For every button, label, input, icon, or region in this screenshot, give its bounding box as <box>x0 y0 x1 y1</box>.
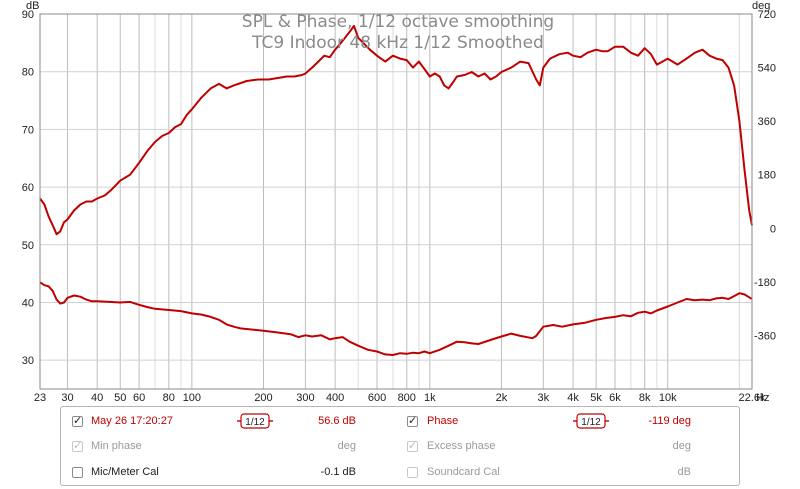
y-left-tick-label: 50 <box>22 240 34 252</box>
x-tick-label: 40 <box>91 392 103 404</box>
y-left-tick-label: 40 <box>22 297 34 309</box>
soundcard-cal-checkbox[interactable] <box>407 467 418 478</box>
min-phase-value: deg <box>337 440 356 452</box>
phase-checkbox[interactable]: ✓ <box>407 415 418 427</box>
y-right-tick-label: 180 <box>758 170 776 182</box>
x-tick-label: 80 <box>163 392 175 404</box>
x-tick-labels: 23 30 40 50 60 80 100 200 300 400 600 800 1k 2k 3k 4k 5k… <box>34 392 766 404</box>
x-tick-label: 200 <box>254 392 272 404</box>
spl-value: 56.6 dB <box>318 415 356 427</box>
y-left-tick-label: 60 <box>22 182 34 194</box>
soundcard-cal-label: Soundcard Cal <box>427 466 500 478</box>
right-axis-unit: deg <box>752 0 770 12</box>
y-right-tick-label: 720 <box>758 9 776 21</box>
x-tick-label: 2k <box>496 392 508 404</box>
x-tick-label: 600 <box>368 392 386 404</box>
x-tick-label: 3k <box>538 392 550 404</box>
mic-meter-cal-value: -0.1 dB <box>320 466 356 478</box>
chart-subtitle: TC9 Indoor 48 kHz 1/12 Smoothed <box>251 33 544 53</box>
y-right-tick-label: 360 <box>758 116 776 128</box>
chart-title: SPL & Phase, 1/12 octave smoothing <box>242 12 554 32</box>
y-left-tick-label: 80 <box>22 67 34 79</box>
phase-trace-label: Phase <box>427 415 459 427</box>
min-phase-label: Min phase <box>91 440 142 452</box>
y-right-tick-label: 0 <box>770 223 776 235</box>
phase-series-line <box>39 24 753 236</box>
spl-series-line <box>39 281 753 356</box>
y-left-tick-label: 30 <box>22 355 34 367</box>
x-tick-label: 10k <box>659 392 677 404</box>
mic-meter-cal-checkbox[interactable] <box>72 467 83 478</box>
phase-smoothing-selector[interactable]: 1/12 <box>572 413 610 429</box>
y-left-tick-labels: 30 40 50 60 70 80 90 <box>22 9 34 367</box>
spl-smoothing-value: 1/12 <box>245 417 265 428</box>
y-left-tick-label: 70 <box>22 124 34 136</box>
y-right-tick-label: -180 <box>754 277 776 289</box>
left-axis-unit: dB <box>26 0 39 12</box>
grid-lines <box>40 13 752 389</box>
x-tick-label: 8k <box>639 392 651 404</box>
x-tick-label: 4k <box>567 392 579 404</box>
x-tick-label: 30 <box>61 392 73 404</box>
plot-background <box>40 14 752 389</box>
x-tick-label: 6k <box>609 392 621 404</box>
y-right-tick-label: 540 <box>758 63 776 75</box>
x-tick-label: 100 <box>183 392 201 404</box>
spl-smoothing-selector[interactable]: 1/12 <box>236 413 274 429</box>
x-tick-label: 400 <box>326 392 344 404</box>
excess-phase-label: Excess phase <box>427 440 496 452</box>
x-tick-label: 22.6k <box>739 392 766 404</box>
excess-phase-checkbox[interactable]: ✓ <box>407 440 418 452</box>
plot-frame <box>39 13 753 390</box>
y-left-tick-label: 90 <box>22 9 34 21</box>
series-layer <box>39 24 753 356</box>
legend-row-cal: Mic/Meter Cal -0.1 dB Soundcard Cal dB <box>61 463 739 483</box>
legend-row-spl: ✓ May 26 17:20:27 1/12 56.6 dB ✓ Phase 1… <box>61 412 739 432</box>
y-right-tick-label: -360 <box>754 330 776 342</box>
y-right-tick-labels: -360 -180 0 180 360 540 720 <box>754 9 776 342</box>
x-tick-label: 60 <box>133 392 145 404</box>
phase-value: -119 deg <box>648 415 691 427</box>
spl-trace-label: May 26 17:20:27 <box>91 415 173 427</box>
legend-panel: ✓ May 26 17:20:27 1/12 56.6 dB ✓ Phase 1… <box>60 406 740 486</box>
x-tick-label: 800 <box>398 392 416 404</box>
soundcard-cal-value: dB <box>677 466 691 478</box>
min-phase-checkbox[interactable]: ✓ <box>72 440 83 452</box>
legend-row-min-phase: ✓ Min phase deg ✓ Excess phase deg <box>61 437 739 457</box>
spl-checkbox[interactable]: ✓ <box>72 415 83 427</box>
mic-meter-cal-label: Mic/Meter Cal <box>91 466 159 478</box>
spl-phase-chart: 23 30 40 50 60 80 100 200 300 400 600 800 1k 2k 3k 4k 5k… <box>22 0 776 404</box>
phase-smoothing-value: 1/12 <box>581 417 601 428</box>
excess-phase-value: deg <box>672 440 691 452</box>
x-tick-label: 5k <box>590 392 602 404</box>
x-tick-label: 23 <box>34 392 46 404</box>
x-tick-label: 50 <box>114 392 126 404</box>
x-axis-unit: Hz <box>756 392 769 404</box>
x-tick-label: 300 <box>296 392 314 404</box>
x-tick-label: 1k <box>424 392 436 404</box>
